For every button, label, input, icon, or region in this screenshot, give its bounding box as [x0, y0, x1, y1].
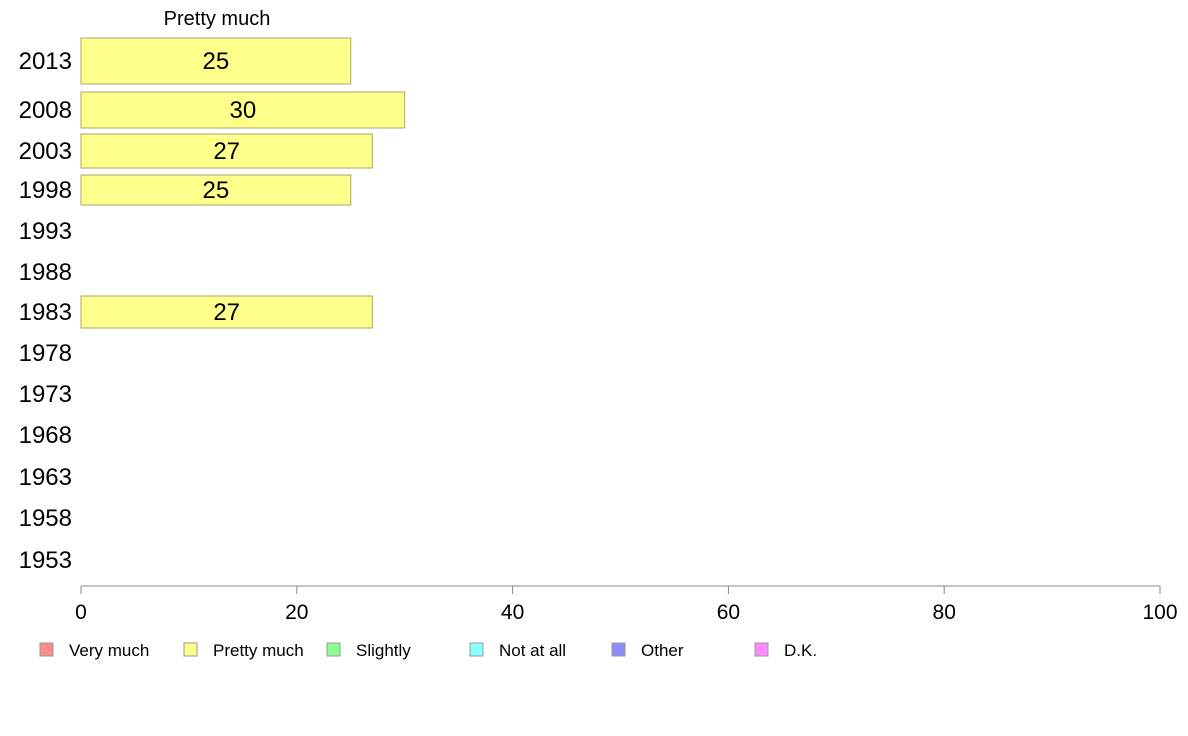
bar: [80, 37, 352, 85]
bar-value-label: 30: [229, 97, 256, 124]
bar: [80, 133, 373, 169]
category-label: 1958: [19, 505, 72, 532]
legend-label: Pretty much: [213, 641, 304, 660]
x-tick-label: 100: [1142, 601, 1177, 624]
legend-swatch: [326, 642, 341, 657]
bar-value-label: 25: [203, 48, 230, 75]
category-label: 1983: [19, 299, 72, 326]
category-labels: 2013 2008 2003 1998 1993 1988 1983 1978 1973 1968…: [19, 48, 72, 574]
x-tick-label: 0: [75, 601, 87, 624]
category-label: 1978: [19, 340, 72, 367]
x-tick-label: 80: [933, 601, 956, 624]
legend-label: Other: [641, 641, 684, 660]
x-tick-label: 40: [501, 601, 524, 624]
legend-label: Slightly: [356, 641, 411, 660]
legend: Very much Pretty much Slightly Not at all Ot…: [39, 641, 817, 660]
category-label: 1968: [19, 422, 72, 449]
legend-label: Very much: [69, 641, 149, 660]
bars: 25 30 27 25 27: [80, 37, 406, 329]
legend-swatch: [469, 642, 484, 657]
category-label: 2008: [19, 97, 72, 124]
bar: [80, 295, 373, 329]
bar-value-label: 27: [213, 299, 240, 326]
legend-swatch: [183, 642, 198, 657]
legend-swatch: [754, 642, 769, 657]
x-tick-label: 60: [717, 601, 740, 624]
bar-value-label: 25: [203, 177, 230, 204]
legend-label: D.K.: [784, 641, 817, 660]
x-axis: 0 20 40 60 80 100: [75, 585, 1178, 624]
chart-title: Pretty much: [164, 8, 271, 30]
x-tick-label: 20: [285, 601, 308, 624]
category-label: 1953: [19, 547, 72, 574]
bar: [80, 174, 352, 206]
category-label: 1998: [19, 177, 72, 204]
legend-swatch: [611, 642, 626, 657]
legend-label: Not at all: [499, 641, 566, 660]
category-label: 1988: [19, 259, 72, 286]
category-label: 1973: [19, 381, 72, 408]
category-label: 2003: [19, 138, 72, 165]
category-label: 1963: [19, 464, 72, 491]
bar: [80, 91, 406, 129]
category-label: 1993: [19, 218, 72, 245]
legend-swatch: [39, 642, 54, 657]
category-label: 2013: [19, 48, 72, 75]
bar-value-label: 27: [213, 138, 240, 165]
